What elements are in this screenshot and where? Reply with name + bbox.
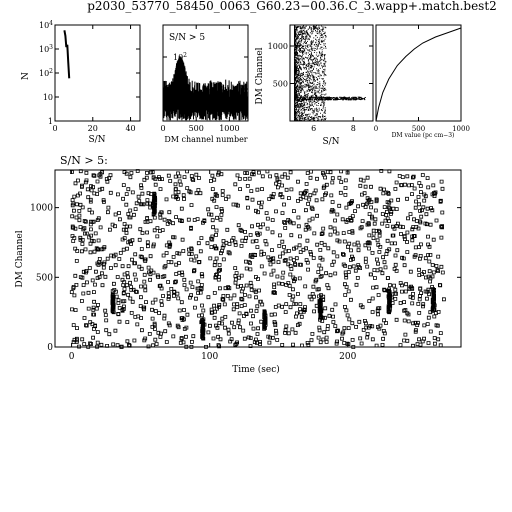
tick-label: 1 — [48, 117, 53, 126]
tick-label: 1000 — [268, 42, 288, 51]
scatter-points — [69, 169, 446, 349]
panel-dm-curve: 0 500 1000 DM value (pc cm−3) — [374, 24, 470, 139]
x-axis-label: Time (sec) — [232, 364, 280, 375]
tick-label: 10 — [43, 93, 53, 102]
tick-label: 40 — [125, 124, 135, 133]
plot-frame — [289, 24, 374, 122]
x-axis-label: S/N — [322, 137, 339, 147]
tick-label: 1000 — [30, 204, 53, 214]
series-line — [375, 27, 462, 122]
panel-main-scatter: S/N > 5: 0 100 200 0 500 1000 Time (sec) DM C… — [15, 154, 462, 375]
figure-title: p2030_53770_58450_0063_G60.23−00.36.C_3.… — [87, 0, 497, 13]
y-axis-label: N — [21, 72, 31, 80]
plot-frame — [162, 24, 249, 122]
tick-label: 200 — [339, 352, 356, 362]
panel-annotation: S/N > 5 — [169, 33, 205, 43]
tick-label: 0 — [52, 124, 57, 133]
tick-label: 102 — [173, 52, 187, 62]
x-axis-label: DM value (pc cm−3) — [392, 132, 455, 139]
tick-label: 100 — [201, 352, 218, 362]
x-axis-label: DM channel number — [164, 135, 247, 144]
tick-label: 103 — [39, 44, 53, 54]
tick-label: 0 — [374, 125, 378, 133]
x-axis-label: S/N — [88, 135, 105, 145]
tick-label: 0 — [47, 343, 53, 353]
plot-frame — [54, 24, 141, 122]
y-axis-label: DM Channel — [15, 230, 25, 287]
tick-label: 1000 — [452, 125, 470, 133]
tick-label: 104 — [39, 20, 53, 30]
histogram-trace — [162, 56, 248, 121]
tick-label: 1000 — [219, 124, 239, 133]
panel-sn-vs-dm: 6 8 500 1000 S/N DM Channel — [255, 24, 374, 147]
tick-label: 0 — [69, 352, 75, 362]
tick-label: 500 — [189, 124, 204, 133]
scatter-points — [294, 25, 366, 122]
plot-frame — [375, 24, 462, 122]
tick-label: 8 — [351, 124, 356, 133]
tick-label: 500 — [36, 273, 53, 283]
tick-label: 0 — [160, 124, 165, 133]
tick-label: 20 — [88, 124, 98, 133]
plot-frame — [54, 169, 462, 348]
panel-annotation: S/N > 5: — [60, 154, 108, 167]
tick-label: 6 — [311, 124, 316, 133]
tick-label: 102 — [39, 68, 53, 78]
y-axis-label: DM Channel — [255, 47, 265, 104]
tick-label: 500 — [412, 125, 425, 133]
tick-label: 500 — [273, 80, 288, 89]
panel-sn-histogram: 0 20 40 1 10 102 103 104 S/N N — [21, 20, 141, 145]
series-line — [63, 30, 71, 79]
